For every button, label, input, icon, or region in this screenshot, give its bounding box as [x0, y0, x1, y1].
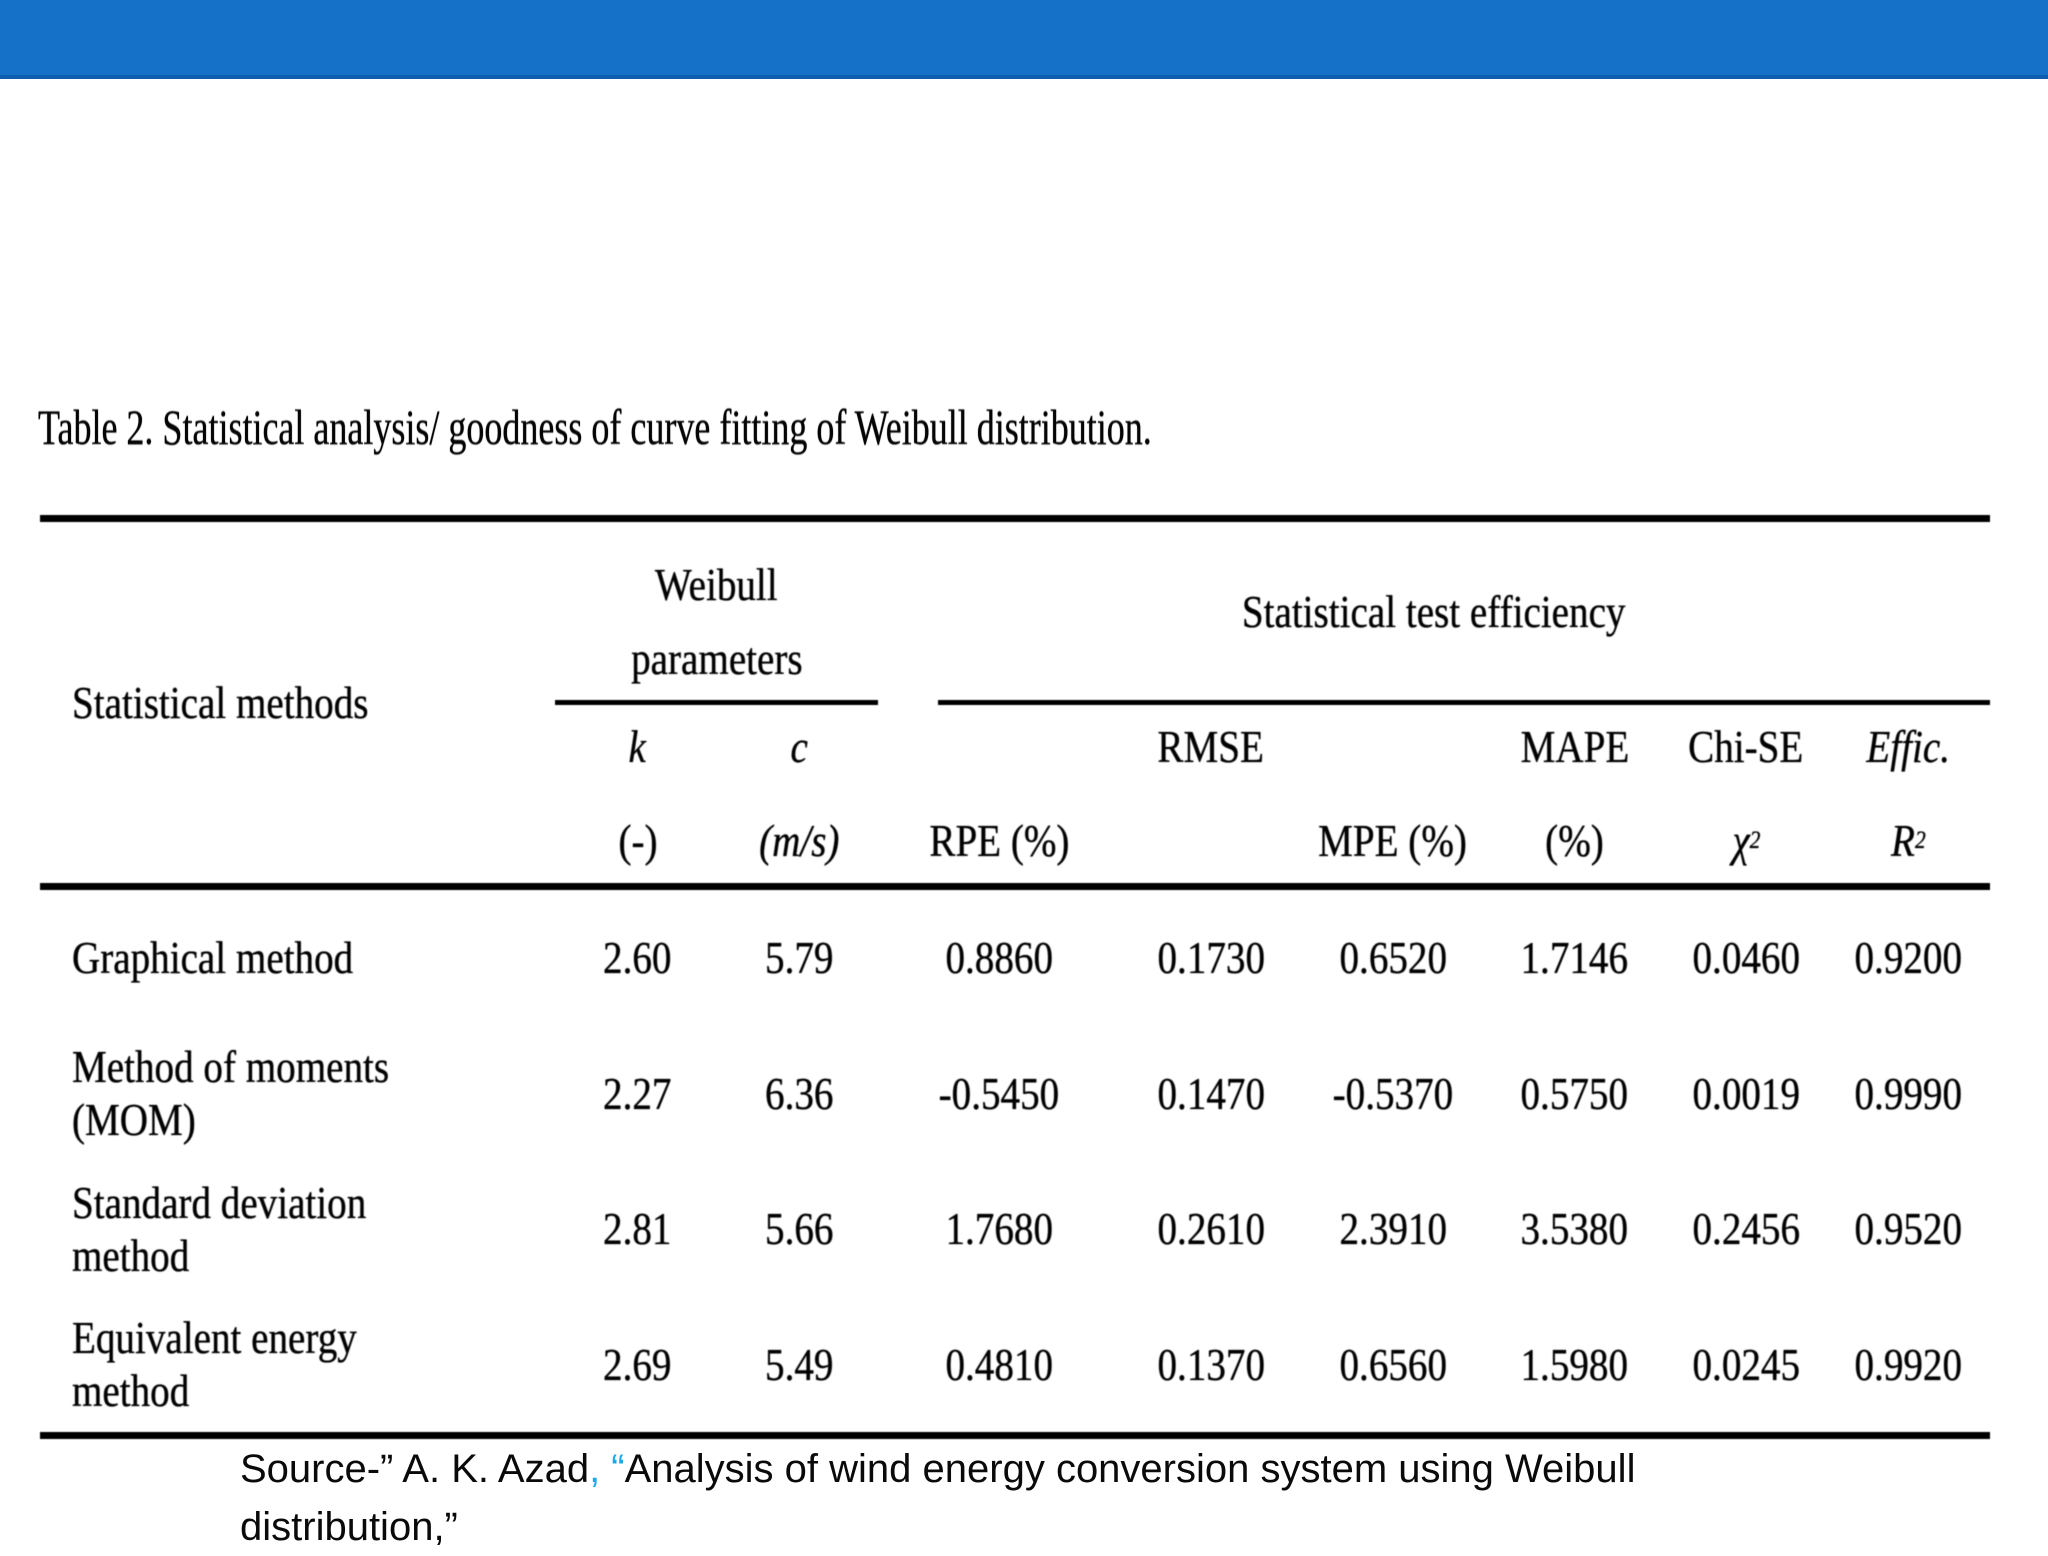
method-label: Equivalent energy method — [72, 1312, 357, 1417]
value-cell: 0.9200 — [1854, 932, 1963, 984]
method-label: Method of moments (MOM) — [72, 1041, 390, 1146]
table-caption: Table 2. Statistical analysis/ goodness … — [38, 399, 1152, 455]
header-separator — [40, 883, 1990, 890]
value-cell: 0.9990 — [1854, 1067, 1963, 1119]
value-cell: 0.2610 — [1157, 1203, 1265, 1255]
group-header-statistical-test-efficiency: Statistical test efficiency — [1242, 585, 1626, 637]
source-citation: Source-” A. K. Azad, “Analysis of wind e… — [240, 1440, 1940, 1556]
source-title-part1: Analysis of wind energy conversion syste… — [624, 1447, 1636, 1491]
value-cell: 0.8860 — [945, 932, 1053, 984]
value-cell: 0.9520 — [1854, 1203, 1963, 1255]
value-cell: 0.5750 — [1520, 1067, 1629, 1119]
value-cell: -0.5370 — [1332, 1067, 1454, 1119]
source-text: Source-” A. K. Azad — [240, 1447, 590, 1491]
value-cell: 5.79 — [764, 932, 834, 984]
subheader-mape: MAPE (%) — [1520, 720, 1629, 866]
value-cell: 0.4810 — [945, 1338, 1053, 1390]
value-cell: 1.5980 — [1520, 1338, 1629, 1390]
value-cell: 2.60 — [603, 932, 672, 984]
subheader-mpe: MPE (%) — [1318, 814, 1468, 866]
subheader-rmse: RMSE — [1157, 720, 1265, 772]
value-cell: 2.69 — [603, 1338, 672, 1390]
source-title-part2: distribution,” — [240, 1505, 458, 1549]
method-label: Graphical method — [72, 932, 354, 984]
top-bar — [0, 0, 2048, 79]
subheader-c: c (m/s) — [758, 720, 840, 866]
value-cell: 5.66 — [764, 1203, 834, 1255]
value-cell: 0.1370 — [1157, 1338, 1265, 1390]
value-cell: 2.81 — [603, 1203, 672, 1255]
value-cell: 0.0019 — [1692, 1067, 1800, 1119]
value-cell: 0.1470 — [1157, 1067, 1265, 1119]
value-cell: 3.5380 — [1520, 1203, 1629, 1255]
value-cell: 0.6520 — [1339, 932, 1447, 984]
value-cell: 1.7146 — [1520, 932, 1629, 984]
weibull-statistics-table: Statistical methods Weibull parameters St… — [40, 515, 1990, 1439]
value-cell: 0.6560 — [1339, 1338, 1447, 1390]
value-cell: 1.7680 — [945, 1203, 1053, 1255]
value-cell: -0.5450 — [938, 1067, 1060, 1119]
efficiency-underline — [938, 700, 1990, 705]
value-cell: 0.0245 — [1692, 1338, 1800, 1390]
subheader-k: k (-) — [617, 720, 658, 866]
weibull-parameters-underline — [555, 700, 878, 705]
value-cell: 2.3910 — [1339, 1203, 1447, 1255]
value-cell: 2.27 — [603, 1067, 672, 1119]
value-cell: 6.36 — [764, 1067, 834, 1119]
source-accent-punctuation: , “ — [589, 1447, 625, 1491]
value-cell: 0.1730 — [1157, 932, 1265, 984]
value-cell: 0.0460 — [1692, 932, 1800, 984]
value-cell: 5.49 — [764, 1338, 834, 1390]
col-header-statistical-methods: Statistical methods — [72, 677, 369, 728]
subheader-rpe: RPE (%) — [928, 814, 1070, 866]
value-cell: 0.9920 — [1854, 1338, 1963, 1390]
method-label: Standard deviation method — [72, 1176, 367, 1281]
group-header-weibull-parameters: Weibull parameters — [630, 559, 803, 684]
value-cell: 0.2456 — [1692, 1203, 1800, 1255]
